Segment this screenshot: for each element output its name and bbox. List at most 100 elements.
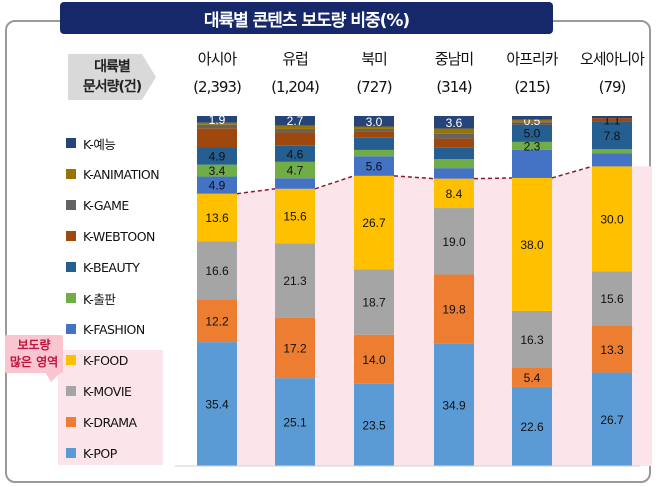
bar-segment — [592, 153, 632, 167]
data-label: 4.6 — [287, 147, 304, 161]
legend-label: K-WEBTOON — [83, 228, 155, 244]
data-label: 13.3 — [600, 343, 624, 357]
data-label: 22.6 — [520, 420, 544, 434]
bar-segment — [354, 383, 394, 466]
legend-item: K-출판 — [66, 290, 116, 307]
chart-title: 대륙별 콘텐츠 보도량 비중(%) — [60, 2, 553, 34]
bar-segment — [512, 310, 552, 368]
continent-count: (215) — [514, 78, 550, 96]
highlight-boundary-line — [236, 188, 276, 195]
highlight-boundary-line — [473, 177, 513, 180]
highlight-legend-box — [58, 350, 163, 465]
bar-segment — [592, 166, 632, 272]
legend-item: K-FASHION — [66, 321, 145, 337]
bar-segment — [275, 125, 315, 129]
legend-item: K-BEAUTY — [66, 259, 140, 275]
bar-segment — [197, 122, 237, 125]
data-label: 16.6 — [205, 264, 229, 278]
data-label: 21.3 — [283, 274, 307, 288]
data-label: 26.7 — [362, 216, 386, 230]
bar-segment — [512, 149, 552, 178]
legend-item: K-FOOD — [66, 352, 128, 368]
highlight-area — [197, 166, 652, 466]
data-label: 25.1 — [283, 416, 307, 430]
bar-segment — [592, 372, 632, 466]
data-label: 3.6 — [446, 116, 463, 130]
bar-segment — [512, 386, 552, 466]
bar-segment — [512, 141, 552, 150]
data-label: 13.6 — [205, 211, 229, 225]
data-label: 19.0 — [442, 235, 466, 249]
bar-segment — [354, 149, 394, 157]
legend-item: K-POP — [66, 445, 117, 461]
legend-swatch — [66, 324, 76, 334]
legend-swatch — [66, 200, 76, 210]
bar-segment — [197, 342, 237, 466]
data-label: 38.0 — [520, 238, 544, 252]
continent-label: 유럽 — [282, 50, 309, 68]
bar-segment — [592, 271, 632, 326]
legend-swatch — [66, 293, 76, 303]
bar-segment — [354, 175, 394, 270]
data-label: 0.5 — [524, 114, 541, 128]
bar-segment — [434, 208, 474, 275]
bar-segment — [197, 176, 237, 194]
continent-count: (79) — [598, 78, 627, 96]
bar-segment — [434, 343, 474, 466]
bar-segment — [275, 317, 315, 379]
data-label: 12.2 — [205, 314, 229, 328]
bar-segment — [434, 168, 474, 179]
data-label: 4.9 — [209, 150, 226, 164]
bar-segment — [275, 178, 315, 189]
bar-segment — [434, 147, 474, 160]
legend-swatch — [66, 448, 76, 458]
legend-label: K-BEAUTY — [83, 259, 140, 275]
bar-segment — [434, 159, 474, 169]
bar-segment — [354, 116, 394, 127]
legend-item: K-GAME — [66, 197, 129, 213]
legend-label: K-GAME — [83, 197, 129, 213]
bar-segment — [512, 116, 552, 120]
data-label: 1.1 — [604, 114, 621, 128]
bar-segment — [434, 133, 474, 139]
data-label: 4.9 — [209, 179, 226, 193]
bar-segment — [197, 147, 237, 165]
data-label: 3.4 — [209, 164, 226, 178]
legend-swatch — [66, 138, 76, 148]
continent-count: (2,393) — [193, 78, 242, 96]
data-label: 4.7 — [287, 164, 304, 178]
data-label: 23.5 — [362, 418, 386, 432]
bar-segment — [197, 299, 237, 343]
data-label: 15.6 — [283, 210, 307, 224]
legend-item: K-MOVIE — [66, 383, 132, 399]
data-label: 2.3 — [524, 139, 541, 153]
bar-segment — [434, 116, 474, 129]
bar-segment — [197, 128, 237, 148]
data-label: 5.6 — [366, 160, 383, 174]
bar-segment — [275, 243, 315, 318]
data-label: 35.4 — [205, 398, 229, 412]
ribbon-line2: 문서량(건) — [82, 79, 142, 95]
bar-segment — [197, 193, 237, 242]
bar-segment — [197, 124, 237, 129]
continent-label: 아프리카 — [506, 50, 558, 68]
legend-label: K-MOVIE — [83, 383, 132, 399]
bar-segment — [512, 177, 552, 311]
continent-count-label: 대륙별 문서량(건) — [68, 54, 156, 100]
legend-swatch — [66, 417, 76, 427]
bar-segment — [275, 132, 315, 146]
bar-segment — [434, 274, 474, 344]
legend-swatch — [66, 262, 76, 272]
bar-segment — [275, 188, 315, 244]
bar-segment — [434, 128, 474, 134]
bar-segment — [592, 116, 632, 119]
data-label: 15.6 — [600, 292, 624, 306]
legend-label: K-POP — [83, 445, 117, 461]
badge-line1: 보도량 — [17, 338, 51, 352]
legend-swatch — [66, 386, 76, 396]
bar-segment — [275, 145, 315, 162]
badge-line2: 많은 영역 — [9, 355, 59, 369]
continent-label: 북미 — [361, 50, 388, 68]
continent-count: (727) — [356, 78, 392, 96]
bar-segment — [275, 378, 315, 466]
